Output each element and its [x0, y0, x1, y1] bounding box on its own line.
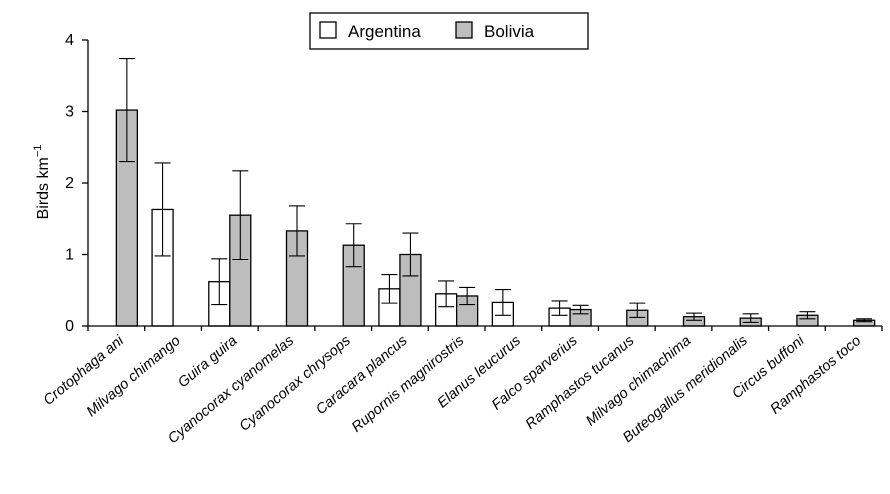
- error-bar-argentina-7: [494, 288, 511, 316]
- error-bar-bolivia-0: [118, 58, 135, 163]
- y-axis-title: Birds km−1: [32, 145, 52, 220]
- error-bar-argentina-6: [438, 280, 455, 308]
- y-tick-label: 2: [65, 175, 74, 192]
- legend-box: [309, 12, 589, 50]
- x-tick-label: Ramphastos tucanus: [523, 333, 638, 433]
- error-bar-bolivia-5: [402, 232, 419, 277]
- error-bar-argentina-5: [381, 273, 398, 304]
- error-bar-argentina-1: [154, 162, 171, 257]
- y-tick-label: 4: [65, 32, 74, 49]
- x-tick-label: Cyanocorax chrysops: [237, 333, 354, 435]
- error-bar-bolivia-2: [232, 170, 249, 261]
- x-tick-label: Milvago chimachima: [583, 333, 694, 430]
- error-bar-bolivia-3: [289, 205, 305, 257]
- y-tick-label: 3: [65, 104, 74, 121]
- legend-swatch-bolivia: [455, 21, 473, 39]
- error-bar-bolivia-6: [459, 286, 476, 306]
- error-bar-bolivia-8: [572, 304, 589, 315]
- error-bar-bolivia-9: [629, 302, 646, 318]
- error-bar-bolivia-11: [742, 313, 759, 323]
- y-axis: 0 1 2 3 4: [65, 32, 89, 335]
- error-bar-bolivia-12: [799, 311, 816, 320]
- error-bar-argentina-8: [551, 300, 568, 316]
- error-bar-argentina-2: [211, 258, 228, 306]
- error-bar-bolivia-13: [856, 318, 873, 323]
- legend-swatch-argentina: [319, 21, 337, 39]
- error-bar-bolivia-10: [686, 312, 702, 321]
- y-tick-label: 1: [65, 247, 74, 264]
- bars: [115, 58, 876, 327]
- error-bar-bolivia-4: [345, 223, 362, 268]
- y-tick-label: 0: [65, 318, 74, 335]
- x-tick-label: Rupornis magnirostris: [349, 333, 467, 436]
- legend-label-argentina: Argentina: [348, 22, 421, 41]
- x-tick-label: Milvago chimango: [84, 333, 184, 420]
- legend-label-bolivia: Bolivia: [484, 22, 535, 41]
- legend: Argentina Bolivia: [309, 12, 589, 50]
